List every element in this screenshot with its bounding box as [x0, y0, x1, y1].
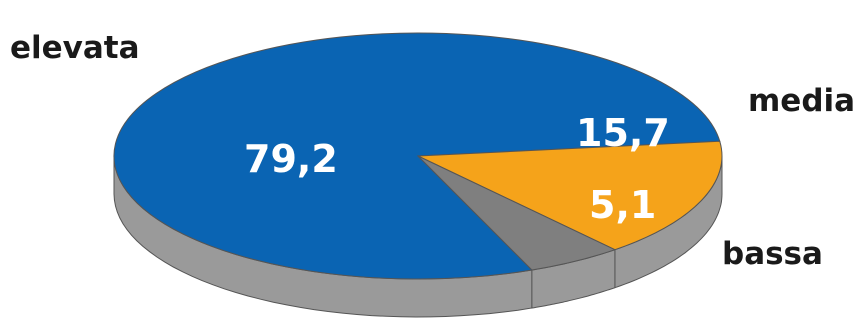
category-label-media: media: [748, 83, 855, 119]
category-label-elevata: elevata: [10, 30, 140, 66]
pie-slices: [113, 32, 723, 280]
pie-slice-media: [417, 140, 723, 251]
pie-slice-elevata: [113, 32, 721, 280]
value-label-bassa: 5,1: [589, 183, 656, 227]
category-label-bassa: bassa: [722, 236, 823, 272]
pie-labels: elevata media bassa 79,2 15,7 5,1: [10, 30, 855, 272]
pie-slice-bassa: [417, 155, 617, 271]
value-label-elevata: 79,2: [244, 137, 338, 181]
value-label-media: 15,7: [576, 111, 670, 155]
pie-rim: [113, 155, 723, 318]
